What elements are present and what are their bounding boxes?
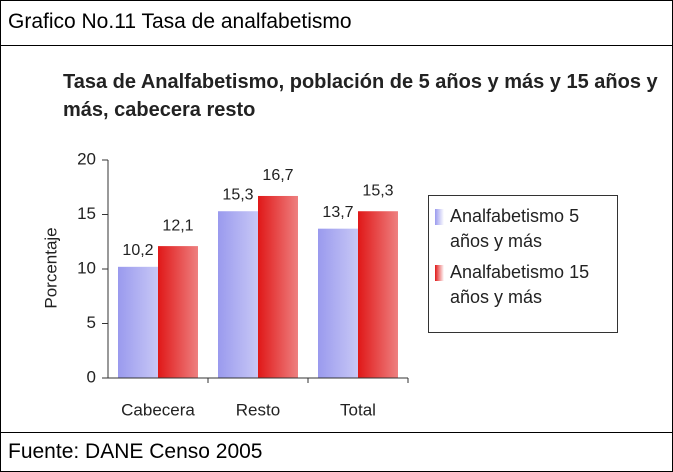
y-tick-label: 15: [77, 204, 96, 223]
bar: [318, 228, 358, 378]
bar: [218, 211, 258, 378]
value-label: 12,1: [162, 217, 193, 234]
bar: [358, 211, 398, 378]
bar: [258, 195, 298, 378]
value-label: 15,3: [222, 186, 253, 203]
legend-label: Analfabetismo 5 años y más: [450, 206, 580, 251]
legend-swatch: [435, 265, 444, 281]
legend-label: Analfabetismo 15 años y más: [450, 262, 590, 307]
legend: Analfabetismo 5 años y más Analfabetismo …: [428, 195, 618, 333]
value-label: 13,7: [322, 204, 353, 221]
legend-swatch: [435, 209, 444, 225]
header-title: Grafico No.11 Tasa de analfabetismo: [8, 10, 352, 33]
legend-entry: Analfabetismo 5 años y más: [435, 204, 611, 254]
y-tick-label: 10: [77, 258, 96, 277]
value-label: 16,7: [262, 167, 293, 184]
y-tick-label: 0: [87, 367, 96, 386]
x-tick-label: Total: [340, 400, 376, 419]
legend-entry: Analfabetismo 15 años y más: [435, 260, 611, 310]
chart-title: Tasa de Analfabetismo, población de 5 añ…: [63, 71, 658, 121]
bar: [158, 246, 198, 378]
source: Fuente: DANE Censo 2005: [8, 440, 263, 463]
y-tick-label: 5: [87, 313, 96, 332]
value-label: 10,2: [122, 242, 153, 259]
x-tick-label: Cabecera: [121, 400, 195, 419]
x-tick-label: Resto: [236, 400, 280, 419]
y-tick-label: 20: [77, 149, 96, 168]
y-axis-label: Porcentaje: [41, 227, 60, 308]
value-label: 15,3: [362, 182, 393, 199]
bar: [118, 266, 158, 378]
